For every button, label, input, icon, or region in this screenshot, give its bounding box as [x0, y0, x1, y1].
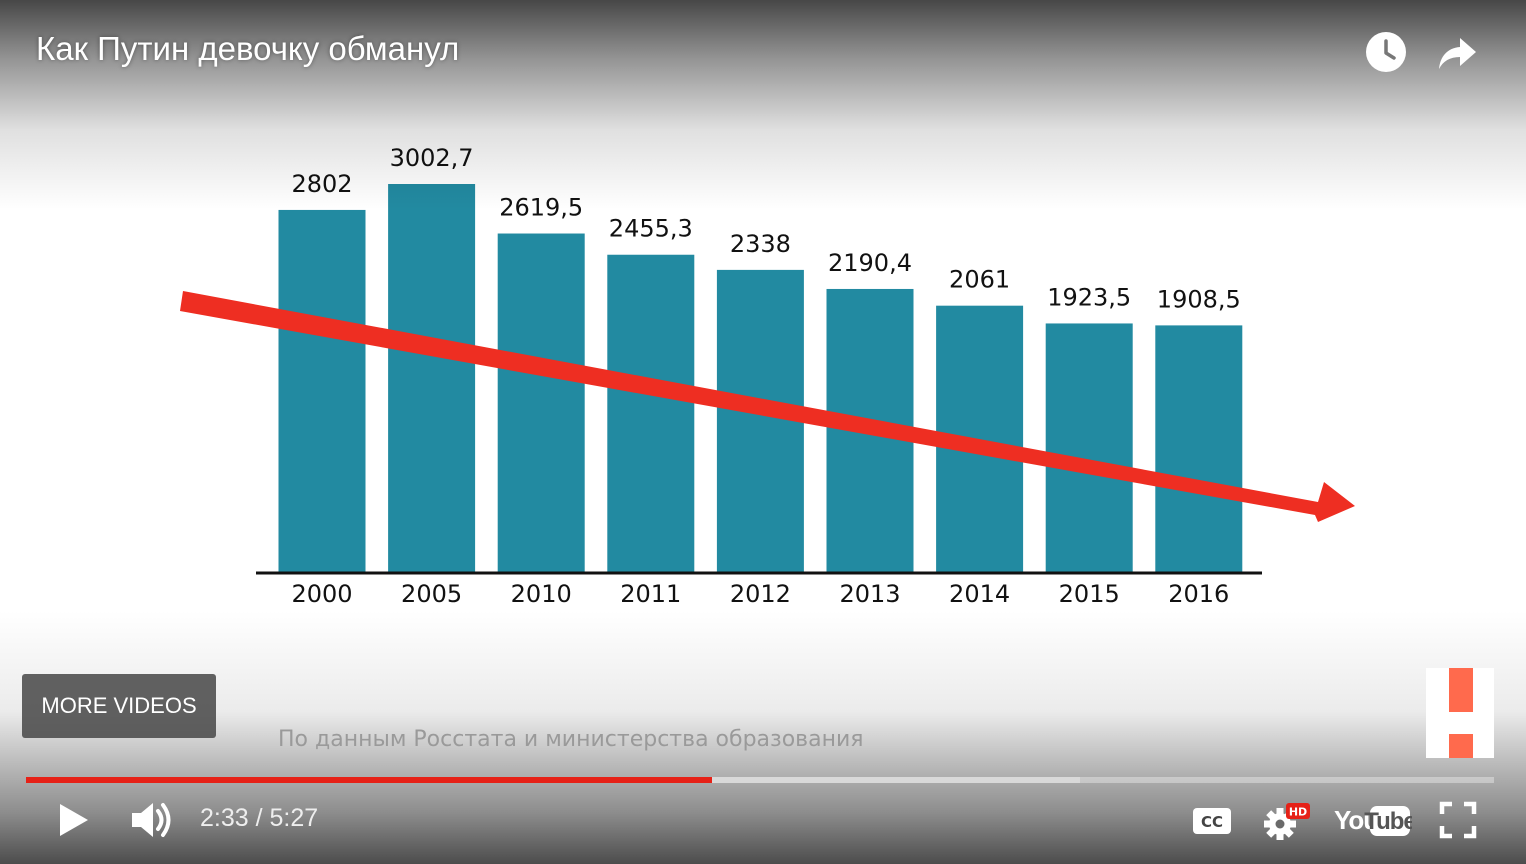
value-label-2014: 2061 — [949, 266, 1010, 294]
x-tick-label-2014: 2014 — [949, 580, 1010, 608]
fullscreen-icon[interactable] — [1438, 800, 1478, 840]
bar-2010 — [497, 233, 585, 572]
value-label-2016: 1908,5 — [1157, 285, 1241, 313]
channel-logo[interactable] — [1426, 668, 1494, 758]
time-display: 2:33 / 5:27 — [200, 804, 319, 832]
x-tick-label-2011: 2011 — [620, 580, 681, 608]
logo-bar-top — [1449, 668, 1473, 712]
logo-bar-bottom — [1449, 734, 1473, 758]
hd-badge: HD — [1289, 806, 1307, 819]
clock-icon[interactable] — [1364, 30, 1408, 74]
share-arrow-icon[interactable] — [1436, 30, 1480, 74]
more-videos-button[interactable]: MORE VIDEOS — [22, 674, 216, 738]
progress-played — [26, 777, 712, 783]
value-label-2013: 2190,4 — [828, 249, 912, 277]
x-tick-label-2005: 2005 — [401, 580, 462, 608]
bar-2000 — [278, 209, 366, 573]
youtube-logo[interactable]: You Tube — [1332, 800, 1412, 840]
x-tick-label-2013: 2013 — [839, 580, 900, 608]
youtube-logo-tube: Tube — [1364, 808, 1412, 835]
cc-icon[interactable]: CC — [1192, 806, 1232, 836]
gear-icon[interactable]: HD — [1262, 800, 1312, 842]
value-label-2010: 2619,5 — [499, 194, 583, 222]
x-tick-label-2016: 2016 — [1168, 580, 1229, 608]
bar-2011 — [607, 254, 695, 573]
x-tick-label-2012: 2012 — [730, 580, 791, 608]
x-tick-label-2015: 2015 — [1059, 580, 1120, 608]
progress-bar[interactable] — [26, 777, 1494, 783]
bar-2012 — [716, 269, 804, 572]
bar-2015 — [1045, 323, 1133, 572]
play-icon[interactable] — [52, 800, 92, 840]
source-note: По данным Росстата и министерства образо… — [278, 727, 864, 752]
svg-text:CC: CC — [1201, 813, 1223, 831]
speaker-icon[interactable] — [128, 798, 176, 842]
bar-2016 — [1155, 325, 1243, 572]
value-label-2011: 2455,3 — [609, 215, 693, 243]
value-label-2005: 3002,7 — [390, 144, 474, 172]
value-label-2012: 2338 — [730, 230, 791, 258]
trend-arrow — [180, 291, 1355, 522]
video-title[interactable]: Как Путин девочку обманул — [36, 30, 460, 67]
x-tick-label-2000: 2000 — [291, 580, 352, 608]
value-label-2015: 1923,5 — [1047, 283, 1131, 311]
bar-2005 — [388, 184, 476, 572]
value-label-2000: 2802 — [291, 170, 352, 198]
x-tick-label-2010: 2010 — [511, 580, 572, 608]
